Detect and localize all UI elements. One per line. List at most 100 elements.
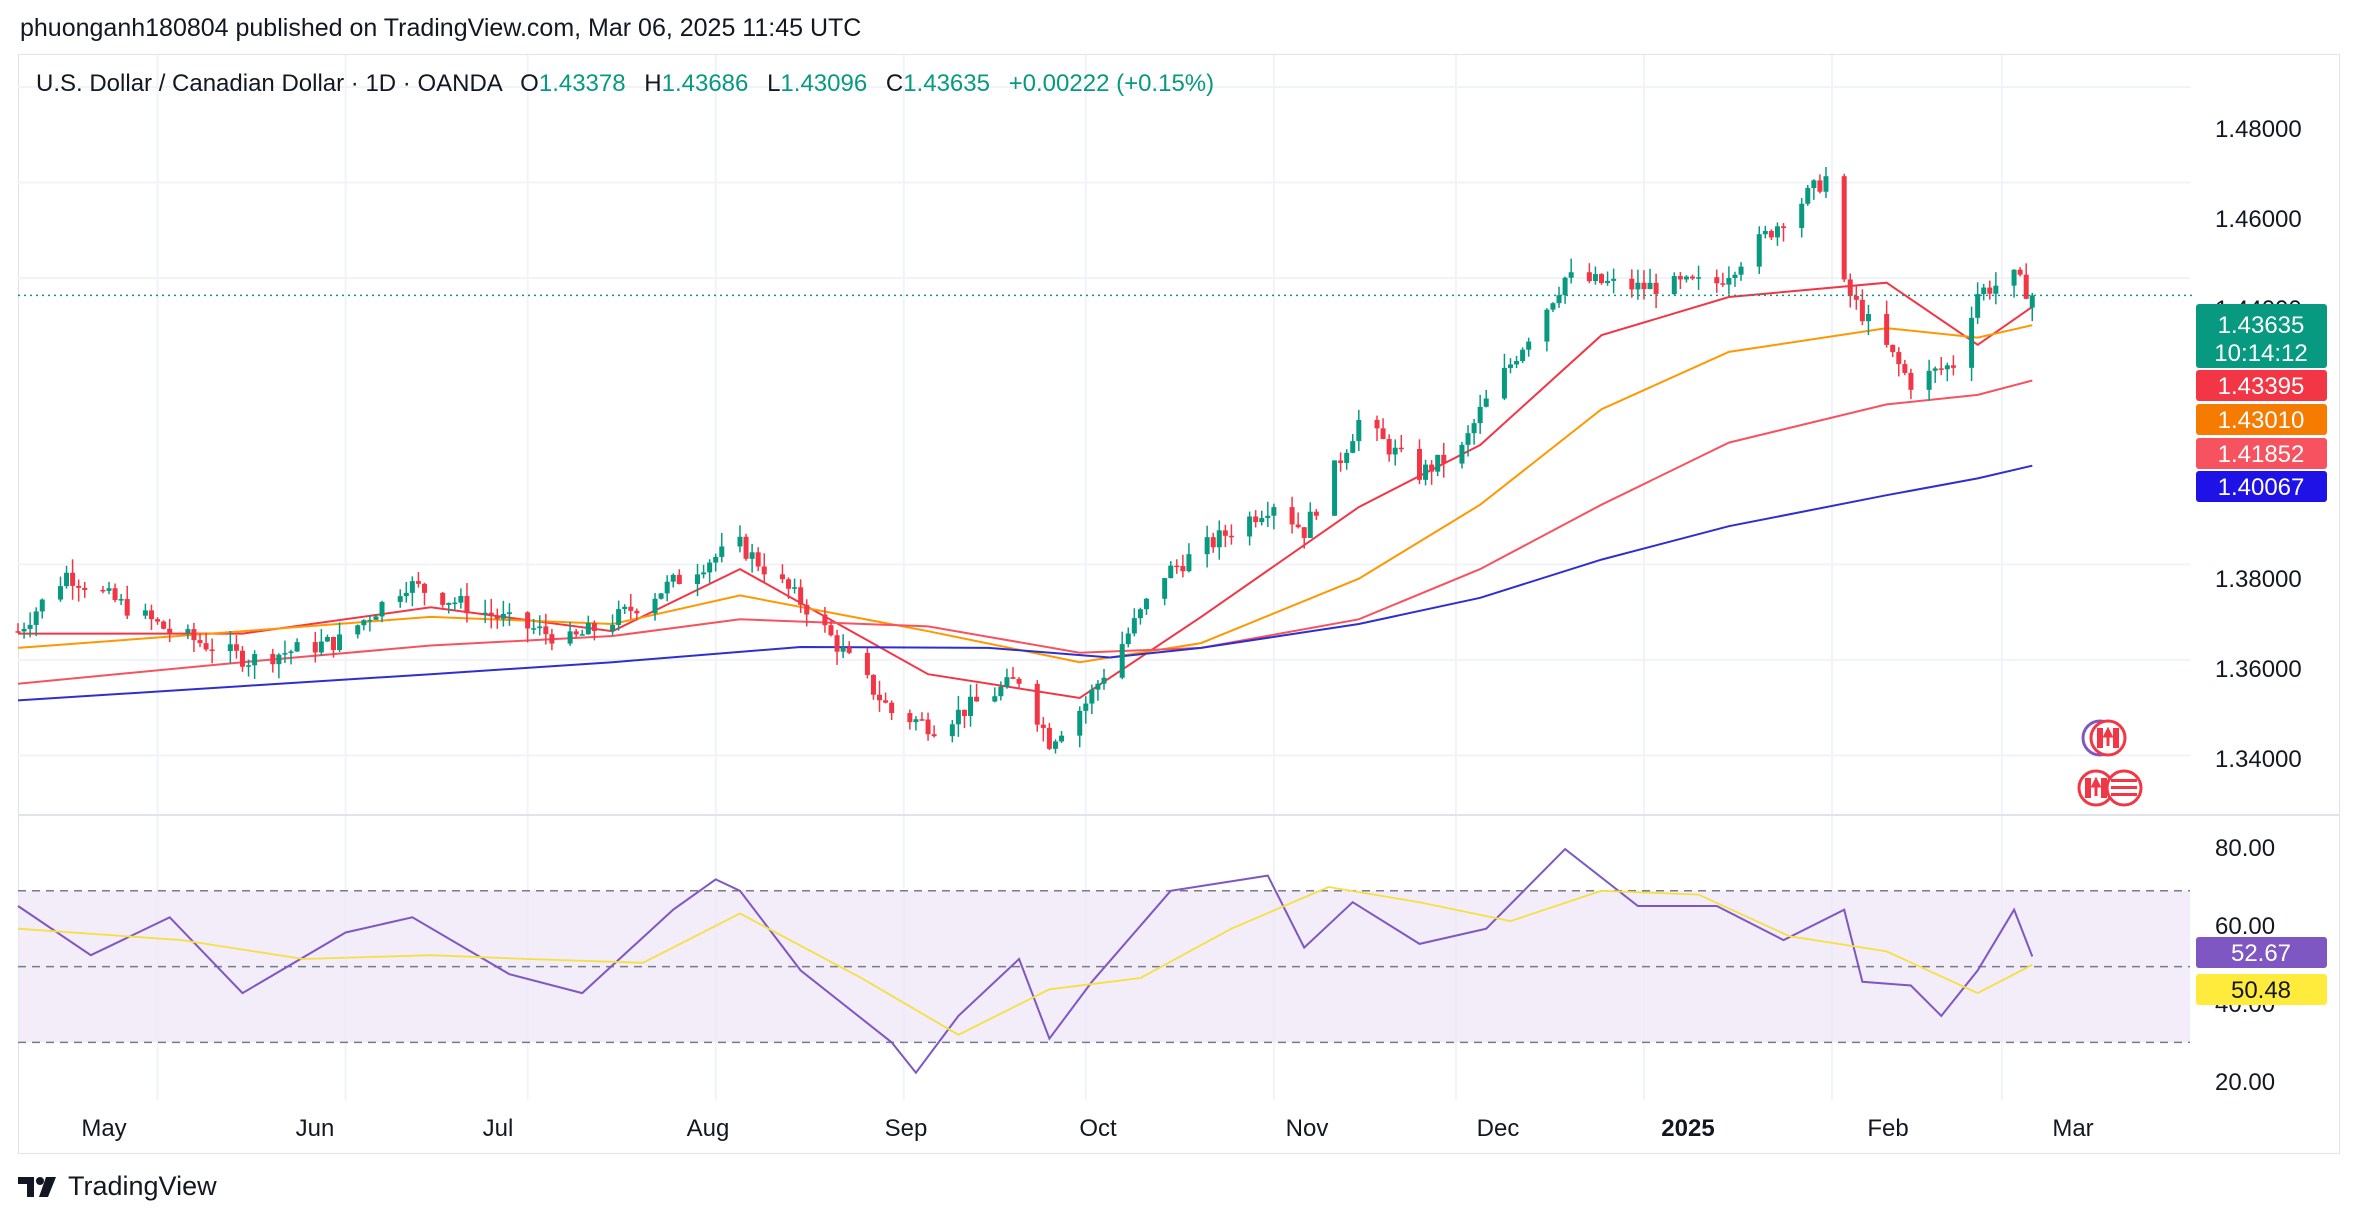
rsi-tick-label: 60.00 — [2215, 913, 2275, 940]
candle-body — [628, 606, 634, 611]
candle-body — [227, 644, 233, 652]
tradingview-brand[interactable]: TradingView — [18, 1171, 217, 1202]
candle-body — [1435, 454, 1441, 472]
candle-body — [1908, 372, 1914, 390]
tradingview-logo-icon — [18, 1176, 56, 1197]
candle-body — [1471, 423, 1477, 434]
x-tick-label: May — [81, 1115, 126, 1142]
candle-body — [695, 574, 701, 584]
candle-body — [33, 611, 39, 625]
ma-slow-badge — [2196, 438, 2327, 469]
candle-body — [531, 628, 537, 630]
candlesticks — [15, 166, 2035, 754]
candle-body — [998, 686, 1004, 697]
candle-body — [1313, 511, 1319, 516]
candle-body — [415, 581, 421, 584]
candle-body — [840, 647, 846, 652]
candle-body — [1550, 303, 1556, 310]
us-flag-icon[interactable] — [2105, 769, 2143, 807]
y-axis-labels: 1.48000 1.46000 1.44000 1.38000 1.36000 … — [2215, 116, 2302, 1096]
candle-body — [142, 610, 148, 616]
candle-body — [1592, 274, 1598, 282]
candle-body — [804, 604, 810, 615]
event-icons[interactable] — [2077, 719, 2143, 807]
candle-body — [76, 585, 82, 588]
candle-body — [579, 634, 585, 636]
candle-body — [919, 719, 925, 721]
candle-body — [1483, 398, 1489, 407]
candle-body — [749, 552, 755, 559]
candle-body — [1568, 272, 1574, 278]
candle-body — [1004, 677, 1010, 687]
last-price-badge — [2196, 304, 2327, 368]
candle-body — [1265, 515, 1271, 519]
candle-body — [403, 592, 409, 597]
candle-body — [1799, 203, 1805, 229]
candle-body — [1562, 277, 1568, 296]
price-badges: 1.43635 10:14:12 1.43395 1.43010 1.41852… — [2196, 304, 2327, 1005]
symbol-title: U.S. Dollar / Canadian Dollar · 1D · OAN… — [36, 70, 502, 97]
ma-slow-badge-text: 1.41852 — [2218, 441, 2305, 468]
candle-body — [1696, 277, 1702, 279]
candle-body — [743, 536, 749, 559]
candle-body — [1350, 441, 1356, 453]
candle-body — [1605, 280, 1611, 284]
candle-body — [1526, 341, 1532, 350]
candle-body — [1859, 299, 1865, 322]
candle-body — [1902, 364, 1908, 373]
rsi-series-line — [17, 847, 2034, 1075]
ma-long-badge — [2196, 471, 2327, 502]
candle-body — [822, 614, 828, 626]
moving-average-line — [18, 281, 2033, 700]
candle-body — [500, 613, 506, 619]
candle-body — [670, 574, 676, 582]
rsi-ma-badge — [2196, 974, 2327, 1005]
candle-body — [1295, 524, 1301, 528]
candle-body — [573, 631, 579, 635]
candle-body — [1611, 278, 1617, 281]
candle-body — [949, 724, 955, 737]
change-value: +0.00222 (+0.15%) — [1008, 70, 1215, 97]
candle-body — [1423, 464, 1429, 480]
candle-body — [1119, 644, 1125, 678]
candle-body — [786, 579, 792, 589]
x-tick-label: Jul — [483, 1115, 514, 1142]
candle-body — [1010, 677, 1016, 679]
countdown-text: 10:14:12 — [2214, 340, 2307, 367]
candle-body — [1459, 444, 1465, 464]
candle-body — [355, 625, 361, 635]
candle-body — [464, 595, 470, 614]
canada-flag-icon[interactable] — [2081, 719, 2127, 757]
candle-body — [1586, 272, 1592, 282]
candle-body — [707, 562, 713, 573]
x-tick-label: Feb — [1867, 1115, 1908, 1142]
candle-body — [1690, 276, 1696, 279]
candle-body — [27, 624, 33, 629]
candle-body — [1077, 710, 1083, 736]
candle-body — [1083, 703, 1089, 711]
candle-body — [779, 574, 785, 580]
candle-body — [482, 612, 488, 615]
chart-frame — [18, 54, 2340, 1154]
candle-body — [185, 629, 191, 633]
x-tick-label: Oct — [1079, 1115, 1117, 1142]
open-value: 1.43378 — [538, 70, 626, 97]
candle-body — [761, 566, 767, 575]
candle-body — [889, 702, 895, 714]
candle-body — [1301, 527, 1307, 538]
candle-body — [737, 536, 743, 547]
candle-body — [864, 652, 870, 675]
candle-body — [1374, 419, 1380, 429]
low-value: 1.43096 — [780, 70, 868, 97]
candle-body — [1253, 516, 1259, 523]
candle-body — [870, 674, 876, 695]
candle-body — [931, 734, 937, 737]
candle-body — [1222, 530, 1228, 536]
candle-body — [1016, 678, 1022, 684]
candle-body — [1720, 283, 1726, 285]
candle-body — [968, 696, 974, 716]
candle-body — [1095, 683, 1101, 690]
candle-body — [1332, 460, 1338, 516]
close-label: C — [885, 70, 904, 97]
